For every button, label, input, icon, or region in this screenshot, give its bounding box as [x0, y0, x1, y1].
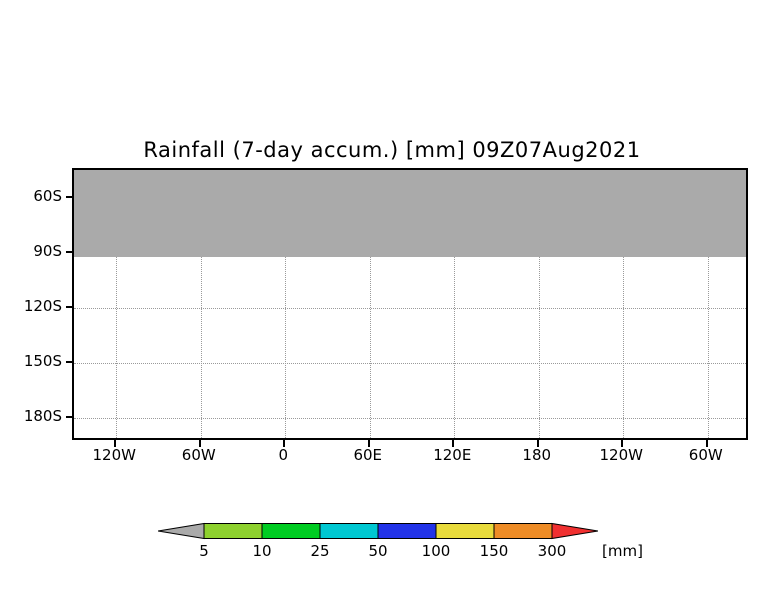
colorbar-segment — [261, 523, 321, 539]
y-axis-tick — [66, 195, 74, 198]
colorbar — [158, 520, 598, 542]
colorbar-tick-label: 50 — [368, 542, 388, 560]
x-axis-tick — [283, 440, 286, 447]
colorbar-tick-label: 300 — [537, 542, 567, 560]
colorbar-extend-max — [551, 522, 598, 540]
x-axis-tick — [621, 440, 624, 447]
x-axis-tick — [367, 440, 370, 447]
map-plot-area — [72, 168, 748, 440]
x-axis-label: 180 — [522, 446, 552, 464]
colorbar-tick-label: 5 — [199, 542, 209, 560]
x-axis-tick — [452, 440, 455, 447]
colorbar-tick-label: 100 — [421, 542, 451, 560]
y-axis-tick — [66, 416, 74, 419]
y-axis-tick — [66, 305, 74, 308]
x-axis-label: 60E — [353, 446, 383, 464]
gridline-horizontal — [74, 307, 746, 309]
x-axis-label: 60W — [181, 446, 216, 464]
x-axis-label: 120W — [599, 446, 643, 464]
page-title: Rainfall (7-day accum.) [mm] 09Z07Aug202… — [143, 138, 641, 162]
colorbar-segment — [377, 523, 437, 539]
colorbar-extend-min — [158, 522, 205, 540]
y-axis-label: 60S — [33, 186, 62, 205]
x-axis-label: 60W — [688, 446, 723, 464]
y-axis-label: 180S — [23, 407, 62, 426]
y-axis-label: 120S — [23, 296, 62, 315]
colorbar-tick-label: 150 — [479, 542, 509, 560]
x-axis-tick — [198, 440, 201, 447]
x-axis-label: 120W — [92, 446, 136, 464]
x-axis-label: 120E — [433, 446, 472, 464]
colorbar-segment — [435, 523, 495, 539]
colorbar-segment — [319, 523, 379, 539]
gridline-horizontal — [74, 418, 746, 420]
y-axis-label: 150S — [23, 351, 62, 370]
colorbar-segment — [493, 523, 553, 539]
coastline-overlay — [74, 170, 746, 257]
rainfall-data-band — [74, 170, 746, 257]
colorbar-tick-label: 10 — [252, 542, 272, 560]
y-axis-tick — [66, 250, 74, 253]
x-axis-tick — [705, 440, 708, 447]
gridline-horizontal — [74, 362, 746, 364]
x-axis-label: 0 — [278, 446, 289, 464]
x-axis-tick — [536, 440, 539, 447]
y-axis-tick — [66, 360, 74, 363]
colorbar-tick-label: 25 — [310, 542, 330, 560]
colorbar-segment — [203, 523, 263, 539]
x-axis-tick — [114, 440, 117, 447]
colorbar-units-label: [mm] — [602, 542, 643, 560]
y-axis-label: 90S — [33, 241, 62, 260]
